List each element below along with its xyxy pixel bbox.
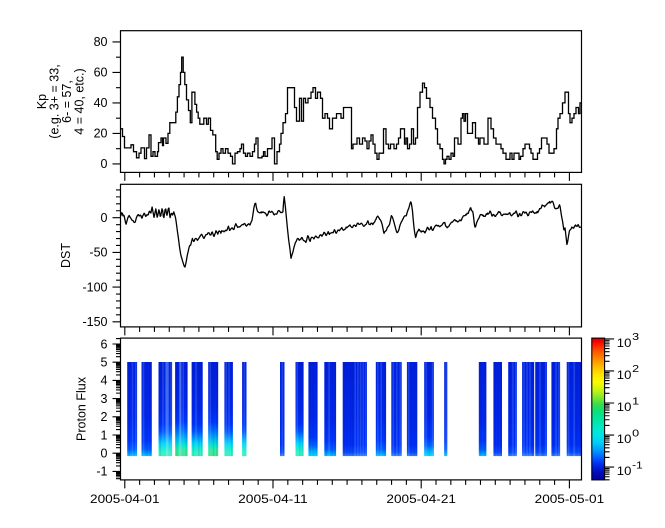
svg-text:-150: -150 [82, 315, 107, 329]
svg-text:-50: -50 [89, 246, 107, 260]
svg-text:Kp: Kp [35, 94, 49, 109]
svg-text:60: 60 [94, 66, 108, 80]
svg-text:2: 2 [632, 363, 639, 375]
svg-text:2: 2 [101, 410, 108, 424]
svg-text:DST: DST [59, 243, 73, 268]
svg-text:0: 0 [632, 427, 639, 439]
svg-text:10: 10 [617, 432, 632, 446]
svg-text:10: 10 [617, 400, 632, 414]
svg-text:0: 0 [101, 211, 108, 225]
svg-text:4 = 40, etc.): 4 = 40, etc.) [73, 68, 87, 134]
svg-text:40: 40 [94, 96, 108, 110]
svg-text:3: 3 [101, 392, 108, 406]
svg-text:20: 20 [94, 127, 108, 141]
svg-text:Proton Flux: Proton Flux [75, 376, 89, 441]
svg-text:0: 0 [101, 447, 108, 461]
svg-text:2005-05-01: 2005-05-01 [535, 492, 605, 506]
svg-text:-100: -100 [82, 280, 107, 294]
svg-text:3: 3 [632, 331, 639, 343]
svg-text:-1: -1 [632, 459, 643, 471]
svg-text:4: 4 [101, 374, 108, 388]
svg-text:1: 1 [101, 428, 108, 442]
svg-text:1: 1 [632, 395, 639, 407]
svg-text:80: 80 [94, 35, 108, 49]
svg-text:(e.g. 3+ = 33,: (e.g. 3+ = 33, [48, 64, 62, 138]
svg-text:6- = 57,: 6- = 57, [60, 80, 74, 123]
svg-text:10: 10 [617, 464, 632, 478]
svg-text:2005-04-11: 2005-04-11 [238, 492, 308, 506]
svg-text:-1: -1 [96, 465, 107, 479]
svg-text:2005-04-21: 2005-04-21 [386, 492, 456, 506]
svg-text:2005-04-01: 2005-04-01 [90, 492, 160, 506]
svg-text:5: 5 [101, 356, 108, 370]
svg-text:0: 0 [101, 157, 108, 171]
svg-text:6: 6 [101, 337, 108, 351]
svg-text:10: 10 [617, 336, 632, 350]
svg-text:10: 10 [617, 368, 632, 382]
